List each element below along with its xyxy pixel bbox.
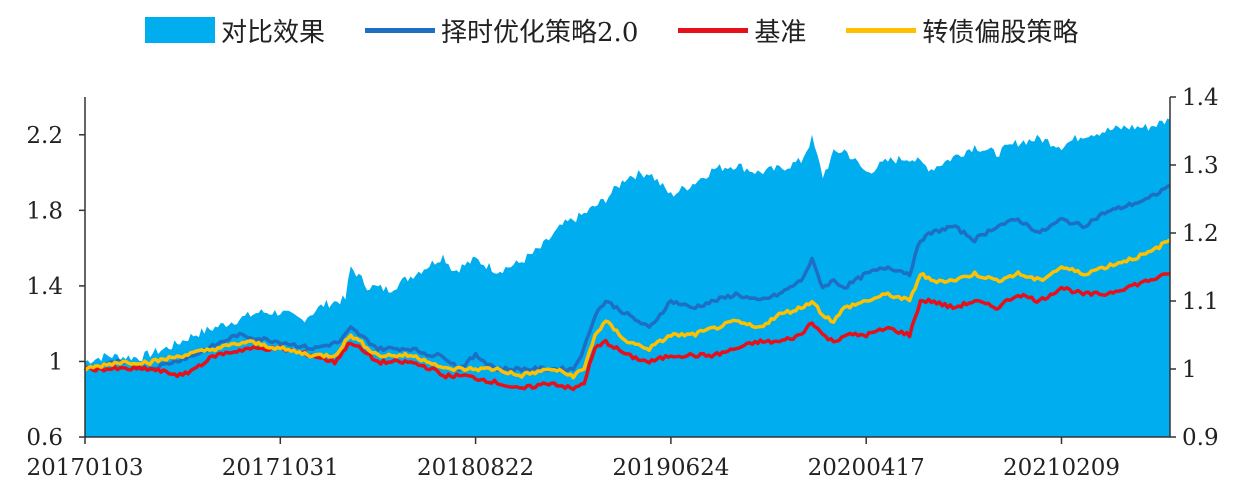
x-tick-label: 20170103 — [26, 455, 143, 481]
legend-swatch-convertible-strategy — [846, 27, 917, 33]
x-tick-label: 20190624 — [612, 455, 729, 481]
right-tick-label: 1.4 — [1182, 85, 1219, 111]
legend-label-benchmark: 基准 — [754, 17, 807, 48]
legend-swatch-contrast — [145, 17, 215, 43]
chart-axes: 0.6 1 1.4 1.8 2.2 0.9 1 1.1 1.2 1.3 1.4 20170103 201… — [26, 85, 1218, 481]
x-tick-label: 20200417 — [808, 455, 925, 481]
legend-item-benchmark: 基准 — [678, 12, 806, 49]
right-tick-label: 1.3 — [1182, 153, 1219, 179]
legend-swatch-timing-strategy — [365, 27, 436, 33]
contrast-area — [85, 118, 1170, 437]
plot-area — [83, 118, 1171, 437]
timing-strategy-line — [84, 183, 1171, 373]
left-tick-label: 1 — [48, 349, 63, 375]
legend-item-convertible-strategy: 转债偏股策略 — [846, 12, 1078, 49]
x-tick-label: 20171031 — [222, 455, 339, 481]
chart-legend: 对比效果 择时优化策略2.0 基准 转债偏股策略 — [145, 8, 1078, 52]
left-tick-label: 1.8 — [26, 198, 63, 224]
x-tick-label: 20210209 — [1003, 455, 1120, 481]
left-tick-label: 0.6 — [26, 425, 63, 451]
x-tick-label: 20180822 — [417, 455, 534, 481]
legend-label-contrast: 对比效果 — [221, 17, 326, 48]
legend-item-timing-strategy: 择时优化策略2.0 — [365, 12, 638, 49]
right-tick-label: 1.2 — [1182, 221, 1219, 247]
left-tick-label: 1.4 — [26, 274, 63, 300]
right-tick-label: 1.1 — [1182, 289, 1219, 315]
right-tick-label: 0.9 — [1182, 425, 1219, 451]
legend-label-convertible-strategy: 转债偏股策略 — [922, 17, 1079, 48]
left-tick-label: 2.2 — [26, 123, 63, 149]
benchmark-line — [83, 272, 1171, 392]
legend-swatch-benchmark — [678, 27, 749, 33]
legend-item-contrast: 对比效果 — [145, 12, 325, 49]
legend-label-timing-strategy: 择时优化策略2.0 — [441, 17, 639, 48]
right-tick-label: 1 — [1182, 357, 1197, 383]
convertible-strategy-line — [83, 238, 1171, 380]
